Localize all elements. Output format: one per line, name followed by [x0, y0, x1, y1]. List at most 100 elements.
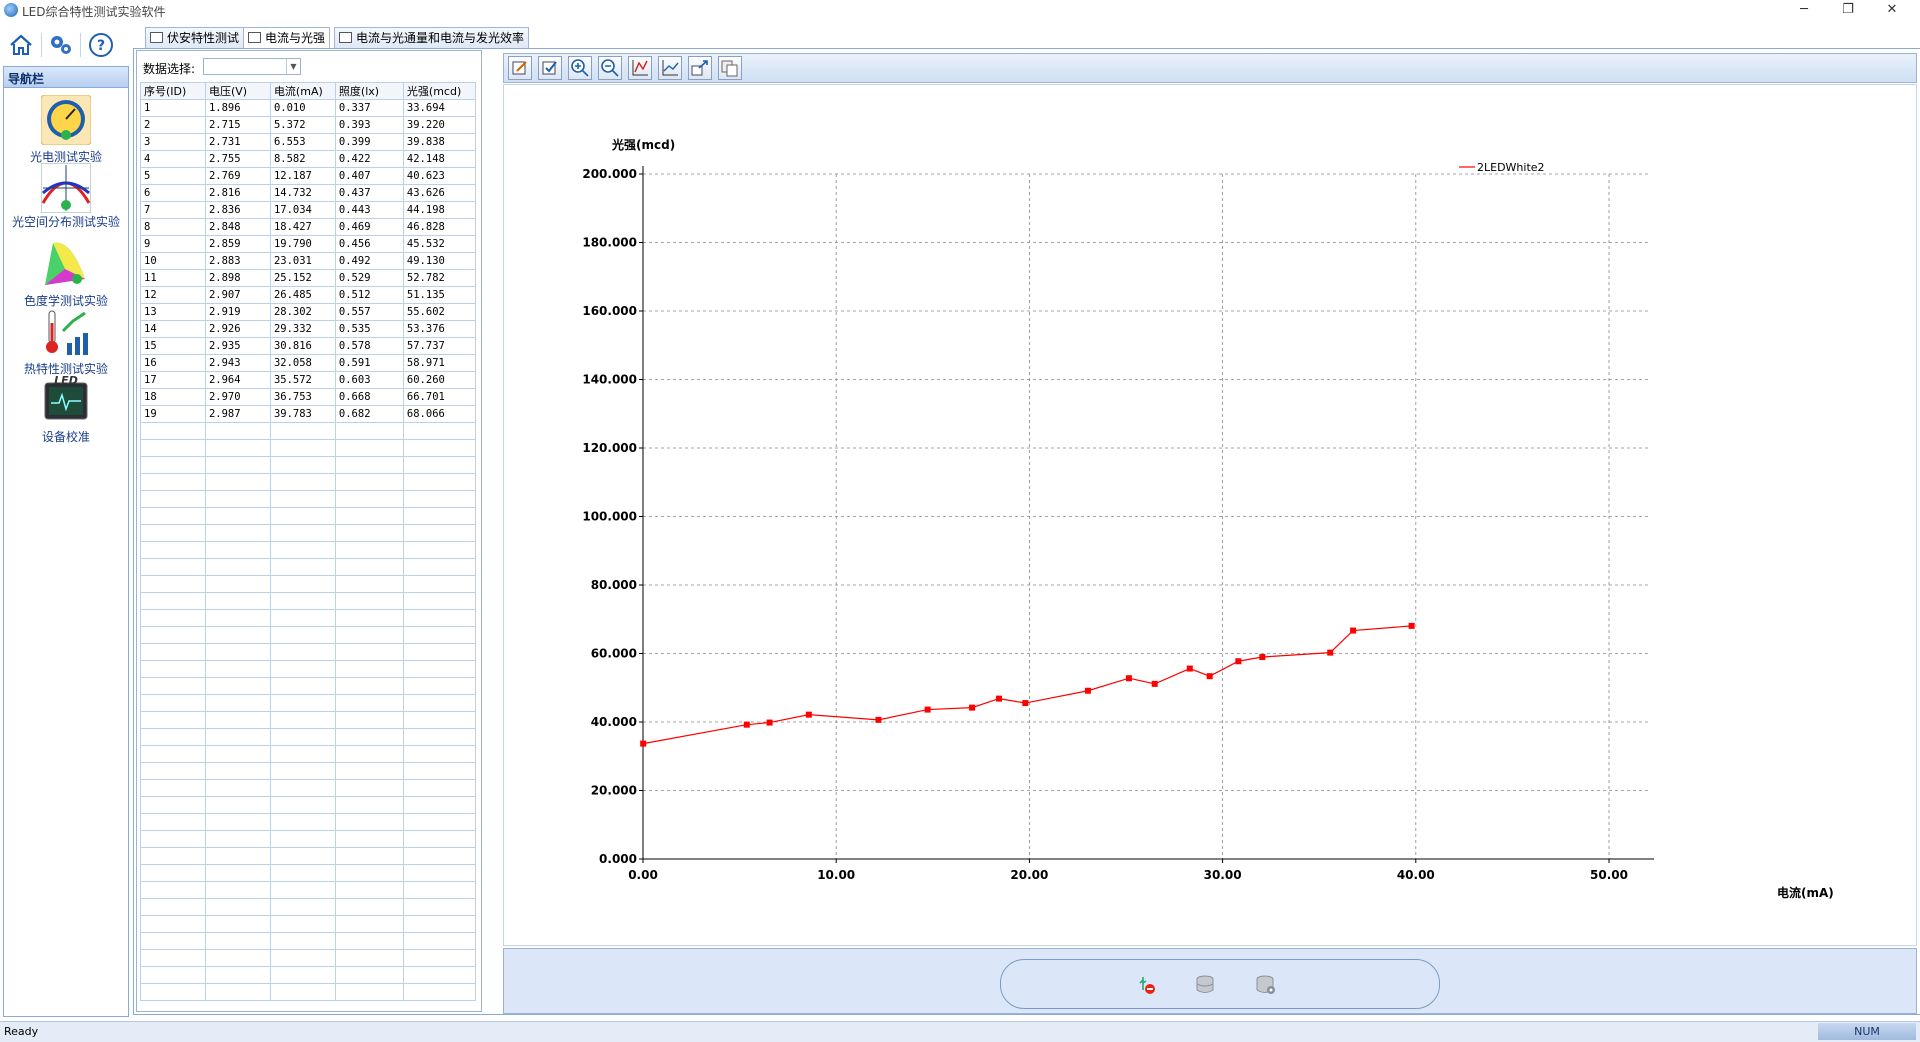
- table-cell[interactable]: [334, 626, 404, 644]
- table-cell[interactable]: [334, 711, 404, 729]
- table-cell[interactable]: [204, 439, 271, 457]
- table-cell[interactable]: [269, 507, 336, 525]
- chevron-down-icon[interactable]: ▼: [286, 59, 300, 74]
- table-cell[interactable]: [204, 643, 271, 661]
- close-button[interactable]: ✕: [1886, 2, 1898, 17]
- table-cell[interactable]: [140, 830, 206, 848]
- table-cell[interactable]: [334, 966, 404, 984]
- table-cell[interactable]: [140, 932, 206, 950]
- data-point[interactable]: [805, 711, 812, 718]
- database-settings-icon[interactable]: [1255, 974, 1277, 996]
- table-cell[interactable]: [204, 779, 271, 797]
- column-header[interactable]: 光强(mcd): [402, 82, 477, 100]
- table-cell[interactable]: 12: [140, 286, 206, 304]
- table-cell[interactable]: [140, 575, 206, 593]
- table-cell[interactable]: 2: [140, 116, 206, 134]
- table-cell[interactable]: [334, 609, 404, 627]
- table-cell[interactable]: 13: [140, 303, 206, 321]
- table-cell[interactable]: [402, 541, 477, 559]
- table-cell[interactable]: 7: [140, 201, 206, 219]
- table-row[interactable]: 8 2.848 18.427 0.469 46.828: [140, 218, 477, 236]
- table-cell[interactable]: 39.783: [269, 405, 336, 423]
- column-header[interactable]: 照度(lx): [334, 82, 404, 100]
- table-row[interactable]: 13 2.919 28.302 0.557 55.602: [140, 303, 477, 321]
- table-row[interactable]: 6 2.816 14.732 0.437 43.626: [140, 184, 477, 202]
- table-cell[interactable]: [269, 558, 336, 576]
- table-cell[interactable]: [269, 524, 336, 542]
- table-cell[interactable]: [140, 728, 206, 746]
- table-cell[interactable]: [140, 456, 206, 474]
- table-cell[interactable]: [204, 830, 271, 848]
- table-cell[interactable]: 0.407: [334, 167, 404, 185]
- table-cell[interactable]: 52.782: [402, 269, 477, 287]
- table-cell[interactable]: [140, 558, 206, 576]
- table-cell[interactable]: [269, 745, 336, 763]
- table-row[interactable]: [140, 711, 477, 729]
- table-cell[interactable]: [402, 762, 477, 780]
- table-cell[interactable]: 12.187: [269, 167, 336, 185]
- table-cell[interactable]: [140, 507, 206, 525]
- table-cell[interactable]: 6.553: [269, 133, 336, 151]
- table-row[interactable]: [140, 643, 477, 661]
- column-header[interactable]: 电压(V): [204, 82, 271, 100]
- table-row[interactable]: 9 2.859 19.790 0.456 45.532: [140, 235, 477, 253]
- table-cell[interactable]: 23.031: [269, 252, 336, 270]
- minimize-button[interactable]: ─: [1800, 2, 1808, 17]
- table-row[interactable]: [140, 728, 477, 746]
- table-cell[interactable]: [269, 847, 336, 865]
- table-cell[interactable]: 14: [140, 320, 206, 338]
- table-cell[interactable]: [269, 541, 336, 559]
- table-row[interactable]: 18 2.970 36.753 0.668 66.701: [140, 388, 477, 406]
- table-cell[interactable]: 2.769: [204, 167, 271, 185]
- table-cell[interactable]: 2.919: [204, 303, 271, 321]
- table-cell[interactable]: [269, 983, 336, 1001]
- table-cell[interactable]: [269, 864, 336, 882]
- table-cell[interactable]: [269, 575, 336, 593]
- table-cell[interactable]: [402, 422, 477, 440]
- table-cell[interactable]: 26.485: [269, 286, 336, 304]
- data-select-dropdown[interactable]: ▼: [203, 58, 301, 75]
- table-cell[interactable]: 4: [140, 150, 206, 168]
- table-row[interactable]: [140, 830, 477, 848]
- column-header[interactable]: 电流(mA): [269, 82, 336, 100]
- data-point[interactable]: [996, 695, 1003, 702]
- table-cell[interactable]: [402, 830, 477, 848]
- data-point[interactable]: [1186, 665, 1193, 672]
- table-row[interactable]: [140, 626, 477, 644]
- table-row[interactable]: 10 2.883 23.031 0.492 49.130: [140, 252, 477, 270]
- table-cell[interactable]: [402, 898, 477, 916]
- table-cell[interactable]: [269, 762, 336, 780]
- table-cell[interactable]: [334, 847, 404, 865]
- nav-item-spatial-distribution-test[interactable]: 光空间分布测试实验: [8, 162, 124, 229]
- table-cell[interactable]: [204, 983, 271, 1001]
- table-row[interactable]: [140, 966, 477, 984]
- table-cell[interactable]: [140, 915, 206, 933]
- table-cell[interactable]: 45.532: [402, 235, 477, 253]
- table-cell[interactable]: [334, 813, 404, 831]
- data-point[interactable]: [743, 721, 750, 728]
- table-row[interactable]: [140, 932, 477, 950]
- table-cell[interactable]: [204, 558, 271, 576]
- table-row[interactable]: [140, 677, 477, 695]
- table-cell[interactable]: 44.198: [402, 201, 477, 219]
- table-cell[interactable]: 43.626: [402, 184, 477, 202]
- table-cell[interactable]: 0.443: [334, 201, 404, 219]
- table-row[interactable]: [140, 881, 477, 899]
- nav-item-photoelectric-test[interactable]: 光电测试实验: [8, 94, 124, 165]
- table-cell[interactable]: [402, 592, 477, 610]
- table-cell[interactable]: 16: [140, 354, 206, 372]
- table-cell[interactable]: [140, 779, 206, 797]
- table-row[interactable]: [140, 541, 477, 559]
- table-cell[interactable]: [334, 728, 404, 746]
- table-row[interactable]: 2 2.715 5.372 0.393 39.220: [140, 116, 477, 134]
- table-cell[interactable]: [269, 490, 336, 508]
- table-cell[interactable]: 0.529: [334, 269, 404, 287]
- table-cell[interactable]: [269, 626, 336, 644]
- table-cell[interactable]: 17.034: [269, 201, 336, 219]
- axis-scale-icon[interactable]: [628, 56, 652, 80]
- table-cell[interactable]: [334, 473, 404, 491]
- export-icon[interactable]: [688, 56, 712, 80]
- data-point[interactable]: [1084, 687, 1091, 694]
- table-cell[interactable]: [204, 949, 271, 967]
- table-row[interactable]: [140, 660, 477, 678]
